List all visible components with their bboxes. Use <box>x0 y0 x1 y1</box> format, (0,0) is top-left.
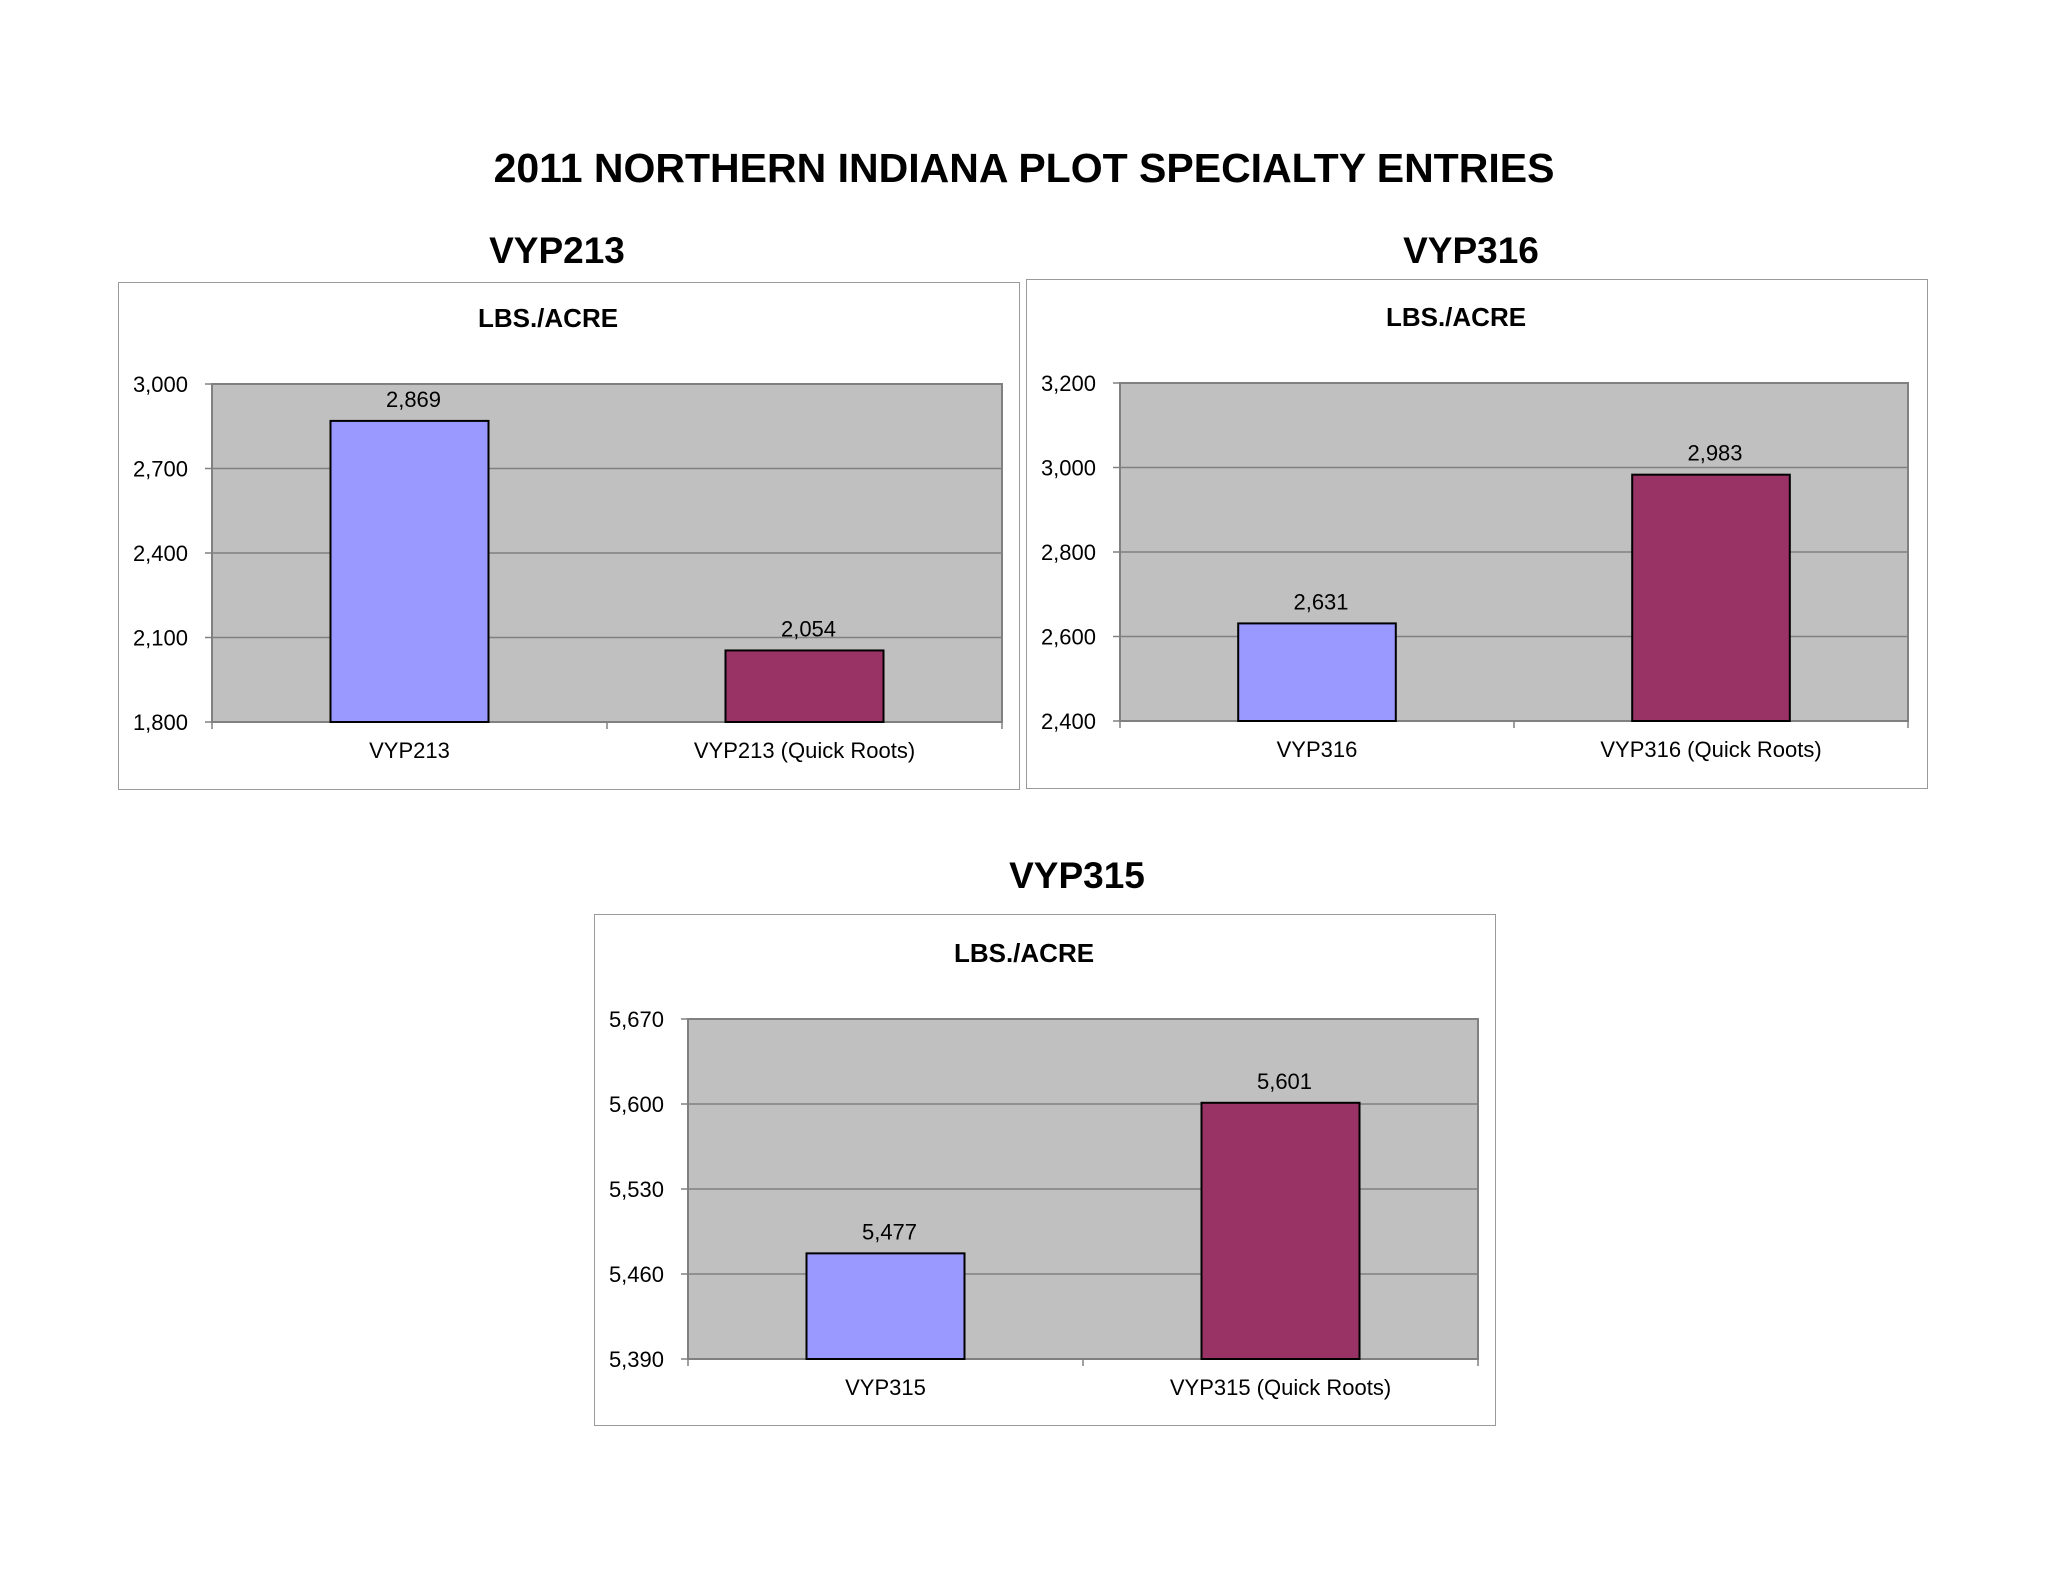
bar-standard <box>805 1252 966 1361</box>
chart-title: LBS./ACRE <box>954 938 1094 968</box>
chart-vyp315-svg: LBS./ACRE 5,390 5,460 5,530 5,600 5,670 5,477 V… <box>609 938 1479 1400</box>
data-label: 2,869 <box>386 387 441 412</box>
y-tick-label: 1,800 <box>133 710 188 735</box>
y-tick-label: 3,000 <box>133 372 188 397</box>
y-tick-label: 2,100 <box>133 626 188 651</box>
data-label: 2,631 <box>1293 589 1348 614</box>
chart-vyp213: LBS./ACRE 1,800 2,100 2,400 2,700 3,000 2,869 V… <box>118 282 1020 790</box>
panel-heading-vyp315: VYP315 <box>1009 855 1145 896</box>
y-tick-label: 5,530 <box>609 1177 664 1202</box>
chart-vyp315: LBS./ACRE 5,390 5,460 5,530 5,600 5,670 5,477 V… <box>594 914 1496 1426</box>
y-tick-label: 2,600 <box>1041 625 1096 650</box>
panel-heading-vyp316: VYP316 <box>1403 230 1539 271</box>
y-tick-label: 3,000 <box>1041 456 1096 481</box>
y-tick-label: 2,400 <box>1041 709 1096 734</box>
bar-quick-roots <box>724 649 885 723</box>
bar-quick-roots <box>1631 473 1791 722</box>
category-label: VYP213 <box>369 738 450 763</box>
y-tick-label: 2,400 <box>133 541 188 566</box>
chart-vyp316: LBS./ACRE 2,400 2,600 2,800 3,000 3,200 2,631 V… <box>1026 279 1928 789</box>
y-tick-label: 5,600 <box>609 1092 664 1117</box>
panel-heading-vyp213: VYP213 <box>489 230 625 271</box>
chart-title: LBS./ACRE <box>478 303 618 333</box>
bar-standard <box>1237 622 1397 722</box>
category-label: VYP315 (Quick Roots) <box>1170 1375 1391 1400</box>
y-tick-label: 3,200 <box>1041 371 1096 396</box>
bar-standard <box>329 419 490 723</box>
y-tick-label: 2,700 <box>133 457 188 482</box>
y-tick-label: 2,800 <box>1041 540 1096 565</box>
y-tick-label: 5,670 <box>609 1007 664 1032</box>
page-title: 2011 NORTHERN INDIANA PLOT SPECIALTY ENT… <box>493 145 1555 191</box>
data-label: 2,983 <box>1687 441 1742 466</box>
category-label: VYP316 (Quick Roots) <box>1600 737 1821 762</box>
data-label: 5,477 <box>862 1219 917 1244</box>
chart-vyp316-svg: LBS./ACRE 2,400 2,600 2,800 3,000 3,200 2,631 V… <box>1041 302 1909 762</box>
data-label: 5,601 <box>1257 1069 1312 1094</box>
y-tick-label: 5,390 <box>609 1347 664 1372</box>
bar-quick-roots <box>1200 1101 1361 1361</box>
chart-vyp213-svg: LBS./ACRE 1,800 2,100 2,400 2,700 3,000 2,869 V… <box>133 303 1003 763</box>
chart-title: LBS./ACRE <box>1386 302 1526 332</box>
y-tick-label: 5,460 <box>609 1262 664 1287</box>
category-label: VYP315 <box>845 1375 926 1400</box>
category-label: VYP213 (Quick Roots) <box>694 738 915 763</box>
category-label: VYP316 <box>1277 737 1358 762</box>
data-label: 2,054 <box>781 616 836 641</box>
